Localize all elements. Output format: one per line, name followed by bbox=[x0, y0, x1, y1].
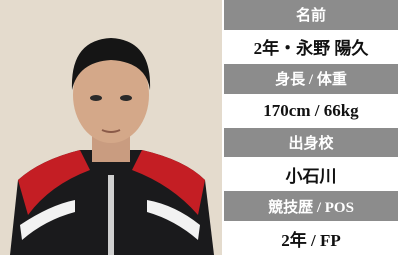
field-value: 小石川 bbox=[224, 159, 398, 191]
field-label: 身長 / 体重 bbox=[224, 64, 398, 96]
field-value: 2年 / FP bbox=[224, 223, 398, 255]
field-value: 170cm / 66kg bbox=[224, 96, 398, 128]
field-label: 名前 bbox=[224, 0, 398, 32]
field-label: 出身校 bbox=[224, 128, 398, 160]
player-photo bbox=[0, 0, 222, 255]
profile-card: 名前2年・永野 陽久身長 / 体重170cm / 66kg出身校小石川競技歴 /… bbox=[0, 0, 398, 255]
field-value: 2年・永野 陽久 bbox=[224, 32, 398, 64]
field-label: 競技歴 / POS bbox=[224, 191, 398, 223]
